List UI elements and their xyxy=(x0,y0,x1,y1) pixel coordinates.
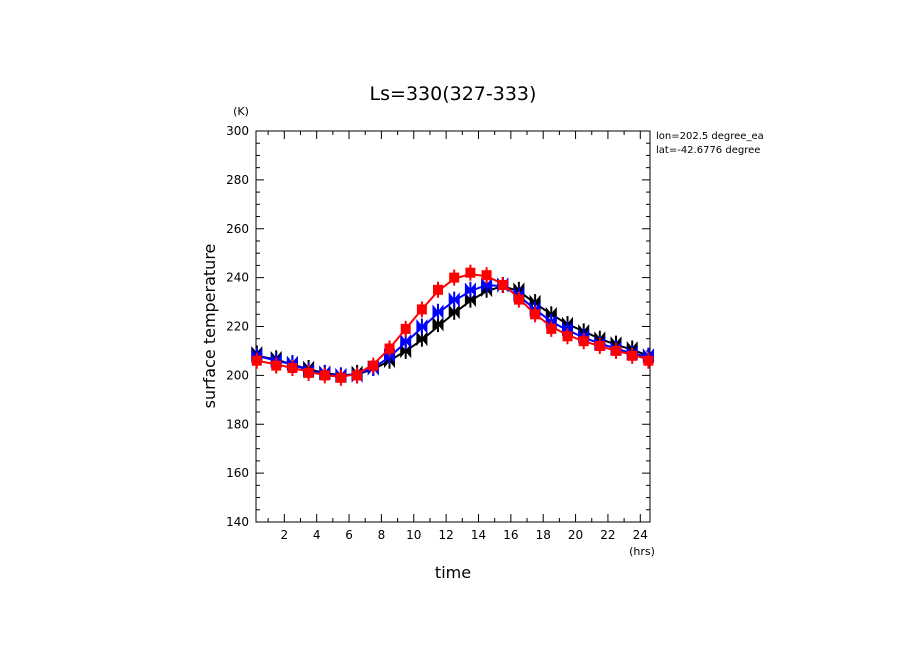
series-1 xyxy=(251,277,654,384)
x-tick-label: 6 xyxy=(345,528,353,542)
data-point xyxy=(335,369,346,386)
x-tick-label: 24 xyxy=(633,528,648,542)
x-axis-label: time xyxy=(435,563,471,582)
series-line xyxy=(256,272,649,378)
annotation-lat: lat=-42.6776 degree xyxy=(656,145,760,156)
data-point xyxy=(400,320,411,337)
data-point xyxy=(384,340,395,357)
x-tick-label: 18 xyxy=(536,528,551,542)
data-point xyxy=(627,347,638,364)
annotation-clip xyxy=(779,126,904,158)
y-tick-label: 260 xyxy=(226,222,249,236)
x-tick-label: 4 xyxy=(313,528,321,542)
data-point xyxy=(449,269,460,286)
y-axis-unit: (K) xyxy=(233,105,249,118)
x-tick-label: 16 xyxy=(503,528,518,542)
chart-title: Ls=330(327-333) xyxy=(370,83,537,105)
data-point xyxy=(546,320,557,337)
x-tick-label: 14 xyxy=(471,528,486,542)
y-tick-label: 180 xyxy=(226,417,249,431)
x-tick-label: 2 xyxy=(280,528,288,542)
y-tick-label: 280 xyxy=(226,173,249,187)
data-point xyxy=(578,333,589,350)
annotation-lon: lon=202.5 degree_ea xyxy=(656,131,764,142)
y-tick-label: 140 xyxy=(226,515,249,529)
data-point xyxy=(530,306,541,323)
data-point xyxy=(432,303,444,320)
x-tick-label: 10 xyxy=(406,528,421,542)
data-point xyxy=(287,360,298,376)
data-point xyxy=(352,367,363,384)
data-point xyxy=(594,338,605,354)
data-point xyxy=(416,318,428,335)
data-point xyxy=(416,301,427,318)
data-point xyxy=(433,281,443,298)
plot-area xyxy=(251,264,654,386)
data-point xyxy=(611,342,621,359)
data-point xyxy=(271,357,282,374)
y-tick-label: 220 xyxy=(226,320,249,334)
x-tick-label: 20 xyxy=(568,528,583,542)
series-2 xyxy=(251,264,654,386)
y-tick-label: 200 xyxy=(226,368,249,382)
data-point xyxy=(465,264,476,281)
plot-frame xyxy=(255,130,651,523)
data-point xyxy=(481,267,492,284)
y-tick-label: 300 xyxy=(226,124,249,138)
x-tick-label: 22 xyxy=(600,528,615,542)
data-point xyxy=(513,291,524,308)
data-point xyxy=(251,352,262,369)
data-point xyxy=(497,277,508,293)
x-axis-unit: (hrs) xyxy=(629,545,655,558)
y-axis-label: surface temperature xyxy=(200,244,219,409)
y-tick-label: 160 xyxy=(226,466,249,480)
data-point xyxy=(464,281,476,298)
data-point xyxy=(303,364,314,381)
x-tick-label: 8 xyxy=(378,528,386,542)
data-point xyxy=(562,328,573,345)
data-point xyxy=(368,357,379,374)
data-point xyxy=(448,291,460,308)
x-tick-label: 12 xyxy=(438,528,453,542)
y-tick-label: 240 xyxy=(226,271,249,285)
data-point xyxy=(319,367,330,384)
data-point xyxy=(643,352,654,369)
